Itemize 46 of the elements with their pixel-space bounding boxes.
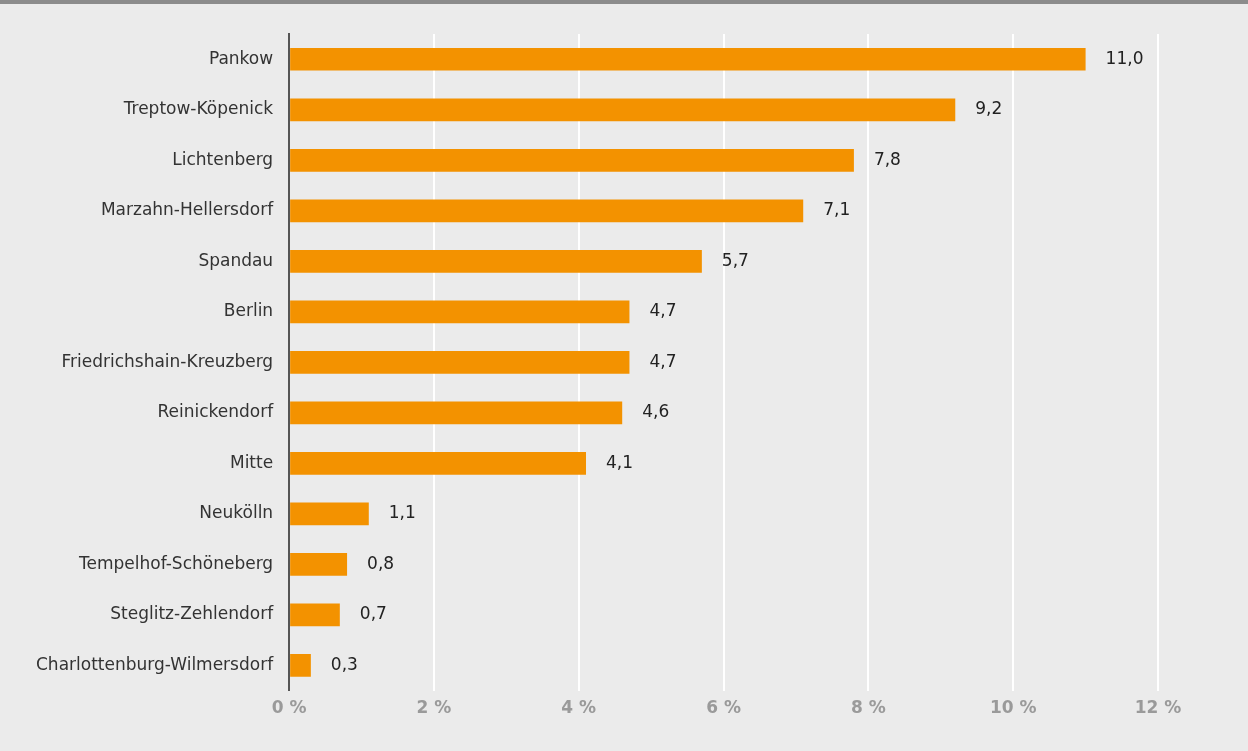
y-tick-label: Charlottenburg-Wilmersdorf <box>35 653 275 674</box>
y-tick-label: Tempelhof-Schöneberg <box>78 552 274 573</box>
x-tick-label: 6 % <box>706 697 741 718</box>
bar <box>290 401 623 425</box>
data-label: 1,1 <box>388 502 416 523</box>
y-tick-label: Lichtenberg <box>172 148 274 169</box>
y-tick-label: Mitte <box>229 451 274 472</box>
bar <box>290 603 340 627</box>
y-tick-label: Neukölln <box>199 502 274 523</box>
data-label: 4,7 <box>649 300 677 321</box>
bar <box>290 47 1086 71</box>
y-tick-label: Friedrichshain-Kreuzberg <box>61 350 274 371</box>
y-tick-label: Berlin <box>223 300 274 321</box>
bar <box>290 350 630 374</box>
x-tick-label: 2 % <box>416 697 452 718</box>
data-label: 0,7 <box>359 603 387 624</box>
y-tick-label: Pankow <box>208 47 274 68</box>
data-label: 11,0 <box>1105 47 1144 68</box>
data-label: 4,6 <box>642 401 670 422</box>
x-tick-label: 12 % <box>1134 697 1182 718</box>
x-tick-label: 8 % <box>850 697 886 718</box>
y-tick-label: Marzahn-Hellersdorf <box>100 199 275 220</box>
data-label: 0,3 <box>330 653 358 674</box>
y-tick-label: Reinickendorf <box>157 401 275 422</box>
data-label: 9,2 <box>975 98 1003 119</box>
bar <box>290 98 956 122</box>
data-label: 4,1 <box>606 451 634 472</box>
bar <box>290 653 311 677</box>
bar <box>290 451 586 475</box>
x-tick-label: 0 % <box>271 697 307 718</box>
data-label: 4,7 <box>649 350 677 371</box>
bar <box>290 249 702 273</box>
data-label: 7,8 <box>873 148 901 169</box>
bar <box>290 502 369 526</box>
data-label: 0,8 <box>367 552 395 573</box>
data-label: 7,1 <box>823 199 851 220</box>
y-tick-label: Steglitz-Zehlendorf <box>110 603 275 624</box>
bar <box>290 300 630 324</box>
data-label: 5,7 <box>721 249 749 270</box>
x-tick-label: 10 % <box>989 697 1037 718</box>
bar <box>290 552 348 576</box>
bar <box>290 199 804 223</box>
x-tick-label: 4 % <box>561 697 597 718</box>
bar <box>290 148 854 172</box>
y-tick-label: Spandau <box>198 249 274 270</box>
y-tick-label: Treptow-Köpenick <box>122 98 274 119</box>
